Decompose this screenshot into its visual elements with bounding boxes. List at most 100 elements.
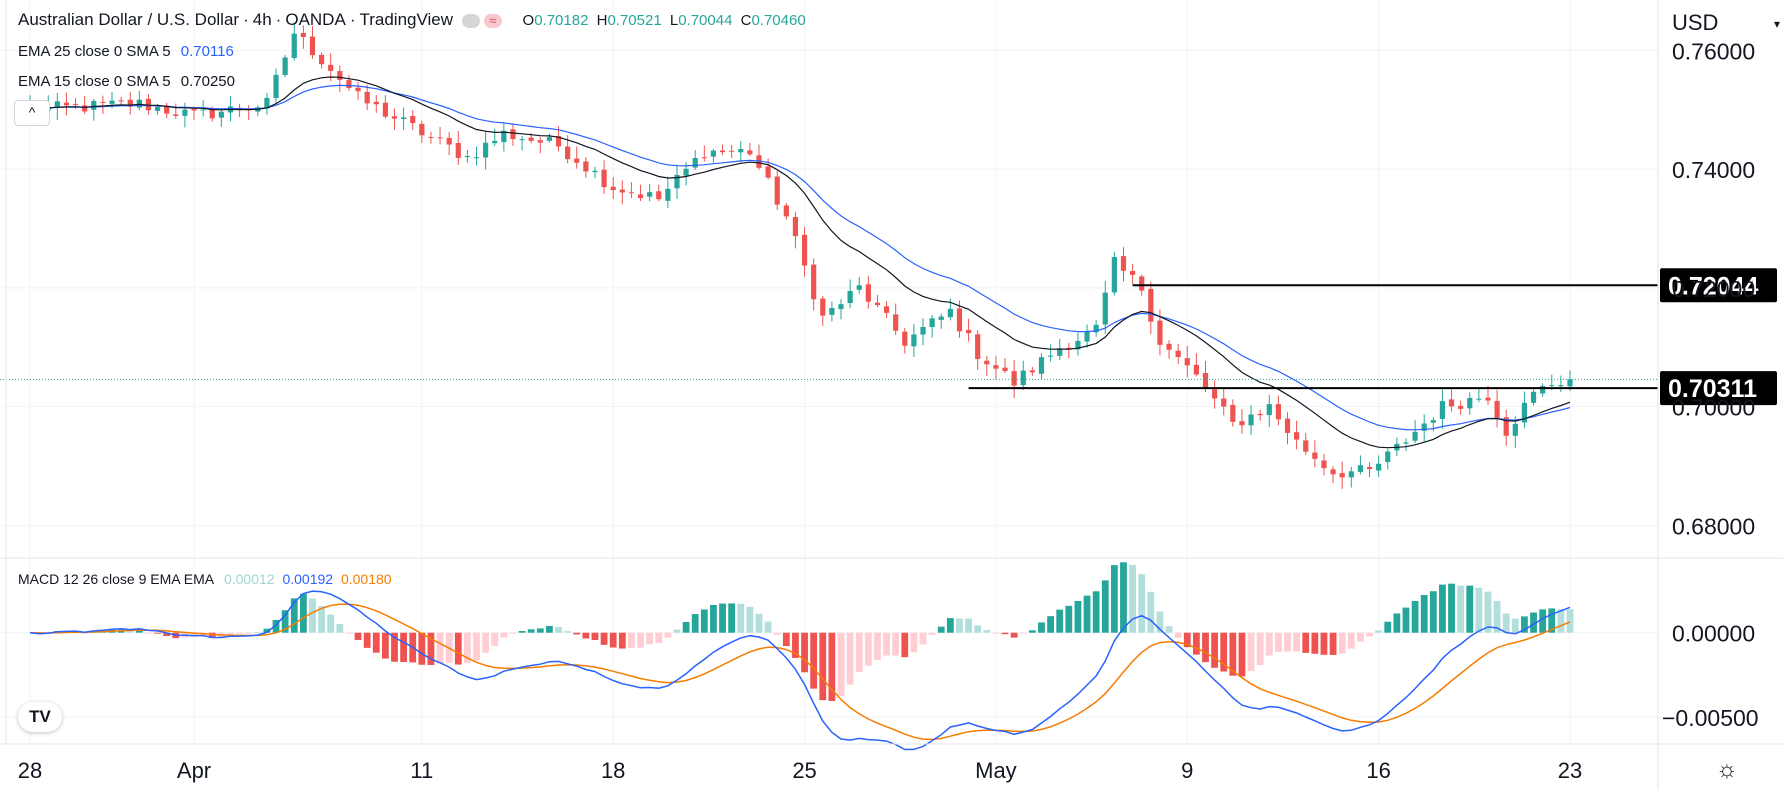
candle-up (1266, 404, 1272, 416)
candle-up (911, 334, 917, 347)
macd-histogram-bar (309, 598, 316, 633)
macd-histogram-bar (318, 606, 325, 633)
candle-down (1175, 350, 1181, 358)
candle-down (437, 137, 443, 139)
candle-down (1257, 413, 1263, 416)
symbol-legend[interactable]: Australian Dollar / U.S. Dollar · 4h · OANDA… (18, 10, 806, 29)
candle-down (801, 234, 808, 266)
macd-histogram-bar (1311, 632, 1319, 654)
macd-histogram-bar (1439, 584, 1446, 633)
interval-label[interactable]: 4h (252, 10, 272, 29)
ema15-value: 0.70250 (180, 73, 235, 90)
candle-up (738, 149, 744, 153)
macd-histogram-bar (1083, 595, 1091, 633)
ema25-legend[interactable]: EMA 25 close 0 SMA 5 0.70116 (18, 43, 234, 60)
macd-histogram-bar (1074, 601, 1082, 633)
macd-histogram-bar (1375, 630, 1383, 633)
macd-histogram-bar (345, 632, 353, 634)
candle-down (337, 71, 343, 80)
data-status-icon[interactable]: ≈ (483, 13, 502, 28)
macd-histogram-bar (1211, 632, 1219, 668)
candle-up (1567, 379, 1573, 387)
macd-histogram-bar (773, 632, 781, 635)
candle-down (145, 98, 152, 111)
macd-histogram-bar (846, 632, 854, 685)
candle-down (656, 191, 662, 200)
visibility-toggle-icon[interactable] (461, 13, 480, 28)
macd-histogram-bar (546, 625, 553, 633)
candle-up (710, 150, 717, 157)
macd-histogram-bar (1174, 632, 1182, 638)
macd-histogram-bar (1010, 632, 1018, 638)
candle-down (382, 102, 388, 117)
candle-down (127, 99, 133, 107)
candle-down (1139, 276, 1145, 291)
candle-up (1093, 324, 1099, 333)
candle-up (592, 170, 598, 173)
candle-down (309, 36, 316, 56)
candle-down (164, 105, 170, 114)
macd-histogram-bar (1521, 616, 1528, 633)
tradingview-logo[interactable]: TV (18, 702, 62, 732)
macd-histogram-bar (764, 621, 772, 633)
candle-down (1312, 452, 1318, 459)
candle-up (1057, 348, 1063, 356)
candle-up (665, 188, 671, 201)
candle-up (273, 74, 279, 98)
settings-gear-icon[interactable]: ☼ (1716, 756, 1738, 783)
candle-down (1485, 397, 1491, 401)
price-label-box (1660, 371, 1777, 406)
candle-down (1029, 370, 1035, 373)
ema25-label: EMA 25 close 0 SMA 5 (18, 43, 171, 60)
macd-histogram-bar (381, 632, 389, 659)
time-tick-label: 28 (18, 758, 42, 783)
candle-down (410, 115, 416, 124)
candle-down (701, 157, 707, 159)
candle-down (975, 334, 981, 360)
macd-histogram-bar (646, 632, 654, 645)
macd-histogram-bar (1493, 600, 1501, 633)
macd-histogram-bar (1329, 632, 1337, 655)
candle-down (1002, 367, 1008, 372)
macd-histogram-bar (1484, 591, 1492, 633)
candle-down (555, 136, 562, 147)
candle-down (1503, 417, 1509, 436)
macd-histogram-bar (974, 625, 982, 633)
time-tick-label: 18 (601, 758, 625, 783)
price-tick-label: 0.74000 (1672, 157, 1755, 183)
macd-histogram-bar (436, 632, 444, 664)
collapse-legend-button[interactable]: ^ (14, 100, 50, 126)
candle-up (1047, 355, 1054, 357)
macd-histogram-bar (1429, 591, 1437, 633)
candle-up (464, 156, 470, 158)
candle-down (619, 189, 625, 193)
horizontal-lines[interactable]: 0.72044 0.70311 (0, 268, 1777, 406)
macd-histogram-bar (946, 618, 954, 633)
candle-down (883, 306, 890, 313)
time-tick-label: 23 (1558, 758, 1582, 783)
candle-up (1075, 340, 1081, 350)
macd-legend[interactable]: MACD 12 26 close 9 EMA EMA 0.00012 0.001… (18, 571, 392, 587)
macd-histogram-bar (1557, 609, 1565, 633)
macd-histogram-bar (1347, 632, 1355, 649)
candle-up (546, 137, 553, 141)
macd-histogram-bar (965, 618, 972, 633)
ema25-value: 0.70116 (180, 43, 234, 60)
macd-histogram-bar (1384, 621, 1392, 633)
time-tick-label: 16 (1366, 758, 1390, 783)
candle-down (1366, 467, 1373, 470)
candle-up (1376, 463, 1382, 471)
symbol-title[interactable]: Australian Dollar / U.S. Dollar (18, 10, 240, 29)
macd-histogram-bar (928, 632, 936, 635)
candle-up (856, 285, 862, 290)
time-tick-label: 9 (1181, 758, 1193, 783)
candle-down (1157, 320, 1163, 345)
candle-down (191, 108, 197, 111)
ema15-legend[interactable]: EMA 15 close 0 SMA 5 0.70250 (18, 73, 235, 90)
candle-down (173, 114, 179, 116)
ema-lines (29, 76, 1571, 449)
candle-down (1011, 371, 1017, 386)
candle-down (610, 186, 616, 191)
candle-down (1275, 404, 1282, 420)
